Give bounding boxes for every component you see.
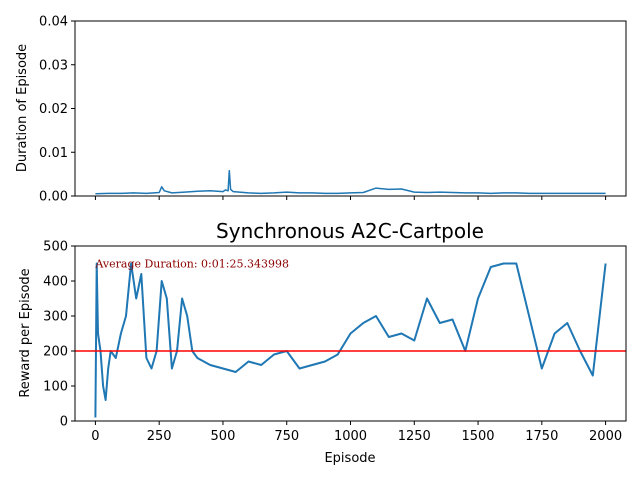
average-duration-annotation: Average Duration: 0:01:25.343998 — [94, 258, 289, 271]
duration-x-ticks — [94, 196, 607, 200]
reward-x-tick-label: 1500 — [461, 429, 494, 444]
reward-x-axis-label: Episode — [324, 451, 375, 466]
reward-x-tick-label: 250 — [147, 429, 172, 444]
duration-y-tick-label: 0.03 — [39, 58, 68, 73]
duration-y-ticks: 0.00 0.01 0.02 0.03 0.04 — [39, 15, 75, 205]
duration-y-tick-label: 0.04 — [39, 15, 68, 30]
reward-y-tick-label: 100 — [43, 380, 68, 395]
reward-x-tick-label: 0 — [91, 429, 99, 444]
reward-y-tick-label: 400 — [43, 275, 68, 290]
reward-y-tick-label: 300 — [43, 310, 68, 325]
reward-panel: Synchronous A2C-Cartpole 0 100 200 300 400 50… — [18, 219, 627, 466]
duration-series-line — [95, 169, 606, 195]
reward-x-tick-label: 1000 — [334, 429, 367, 444]
chart-title: Synchronous A2C-Cartpole — [216, 219, 484, 243]
duration-plot-frame — [74, 20, 627, 197]
reward-x-ticks: 0 250 500 750 1000 1250 1500 1750 2000 — [91, 421, 622, 444]
reward-series — [94, 262, 607, 418]
reward-y-axis-label: Reward per Episode — [18, 268, 33, 397]
reward-y-tick-label: 0 — [60, 415, 68, 430]
duration-y-axis-label: Duration of Episode — [15, 44, 30, 172]
reward-plot-frame — [74, 245, 627, 422]
reward-x-tick-label: 1250 — [398, 429, 431, 444]
reward-y-tick-label: 500 — [43, 240, 68, 255]
reward-y-tick-label: 200 — [43, 345, 68, 360]
reward-y-ticks: 0 100 200 300 400 500 — [43, 240, 75, 430]
reward-x-tick-label: 1750 — [525, 429, 558, 444]
duration-series — [95, 169, 606, 195]
duration-y-tick-label: 0.00 — [39, 190, 68, 205]
reward-x-tick-label: 2000 — [589, 429, 622, 444]
duration-y-tick-label: 0.02 — [39, 102, 68, 117]
duration-panel: 0.00 0.01 0.02 0.03 0.04 Duration of Episode — [15, 15, 627, 205]
reward-x-tick-label: 750 — [274, 429, 299, 444]
duration-y-tick-label: 0.01 — [39, 146, 68, 161]
reward-series-line — [94, 262, 607, 418]
reward-x-tick-label: 500 — [211, 429, 236, 444]
